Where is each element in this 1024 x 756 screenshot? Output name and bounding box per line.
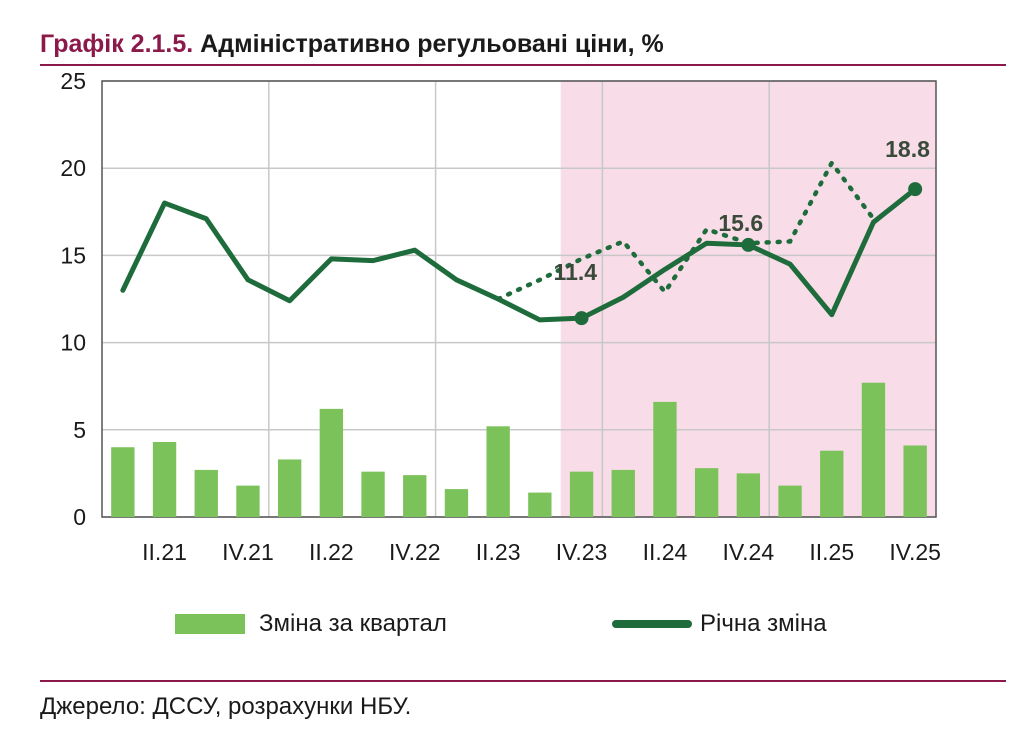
- bar: [694, 468, 719, 517]
- bar: [361, 471, 385, 517]
- legend-line-entry: Річна зміна: [612, 610, 827, 638]
- x-tick-label: IV.25: [889, 539, 941, 565]
- legend-bar-label: Зміна за квартал: [259, 610, 447, 637]
- bar: [861, 382, 886, 517]
- x-tick-label: II.23: [476, 539, 521, 565]
- bar: [444, 489, 469, 517]
- legend-bar-swatch: [175, 614, 245, 634]
- legend-line-swatch: [612, 620, 692, 628]
- legend-bar-entry: Зміна за квартал: [175, 610, 447, 638]
- plot-frame: [101, 80, 937, 518]
- bottom-rule: [40, 680, 1006, 682]
- bar: [653, 401, 677, 517]
- x-tick-label: IV.23: [556, 539, 608, 565]
- bar: [569, 471, 594, 517]
- source-note: Джерело: ДССУ, розрахунки НБУ.: [40, 693, 412, 720]
- x-tick-label: IV.21: [222, 539, 274, 565]
- chart-title: Графік 2.1.5. Адміністративно регульован…: [40, 30, 664, 59]
- y-tick-label: 15: [60, 242, 86, 268]
- y-tick-label: 25: [60, 68, 86, 94]
- x-tick-label: II.22: [309, 539, 354, 565]
- data-point-marker: [908, 182, 923, 197]
- y-tick-label: 5: [73, 417, 86, 443]
- y-tick-label: 10: [60, 330, 86, 356]
- data-label: 15.6: [718, 210, 763, 236]
- y-tick-label: 0: [73, 504, 86, 530]
- bar: [486, 426, 510, 517]
- bar: [319, 408, 344, 517]
- chart-title-text: Адміністративно регульовані ціни, %: [193, 30, 664, 58]
- x-tick-label: II.21: [142, 539, 187, 565]
- bar: [903, 445, 927, 517]
- bar: [528, 492, 552, 517]
- data-point-marker: [741, 237, 756, 252]
- bar: [778, 485, 802, 517]
- chart-area: 11.4 15.6 18.8 0 5 10 15 20 25 II.21 IV.21 II.22 IV.…: [60, 68, 941, 565]
- y-tick-label: 20: [60, 155, 86, 181]
- bar: [736, 473, 761, 517]
- x-tick-label: IV.22: [389, 539, 441, 565]
- bar: [277, 459, 302, 517]
- bar: [111, 447, 135, 517]
- annual-change-line: [120, 186, 918, 323]
- legend-line-label: Річна зміна: [700, 610, 827, 637]
- bar: [236, 485, 260, 517]
- chart-number: Графік 2.1.5.: [40, 30, 194, 58]
- x-tick-label: II.24: [643, 539, 688, 565]
- data-label: 18.8: [885, 136, 930, 162]
- bar: [194, 469, 218, 517]
- bar: [820, 450, 844, 517]
- x-tick-label: II.25: [809, 539, 854, 565]
- x-tick-label: IV.24: [723, 539, 775, 565]
- bar: [611, 469, 635, 517]
- data-label: 11.4: [554, 259, 598, 285]
- dotted-series-line: [495, 158, 876, 302]
- bar: [152, 442, 177, 517]
- bar: [403, 475, 427, 517]
- data-point-marker: [574, 311, 589, 326]
- top-rule: [40, 64, 1006, 66]
